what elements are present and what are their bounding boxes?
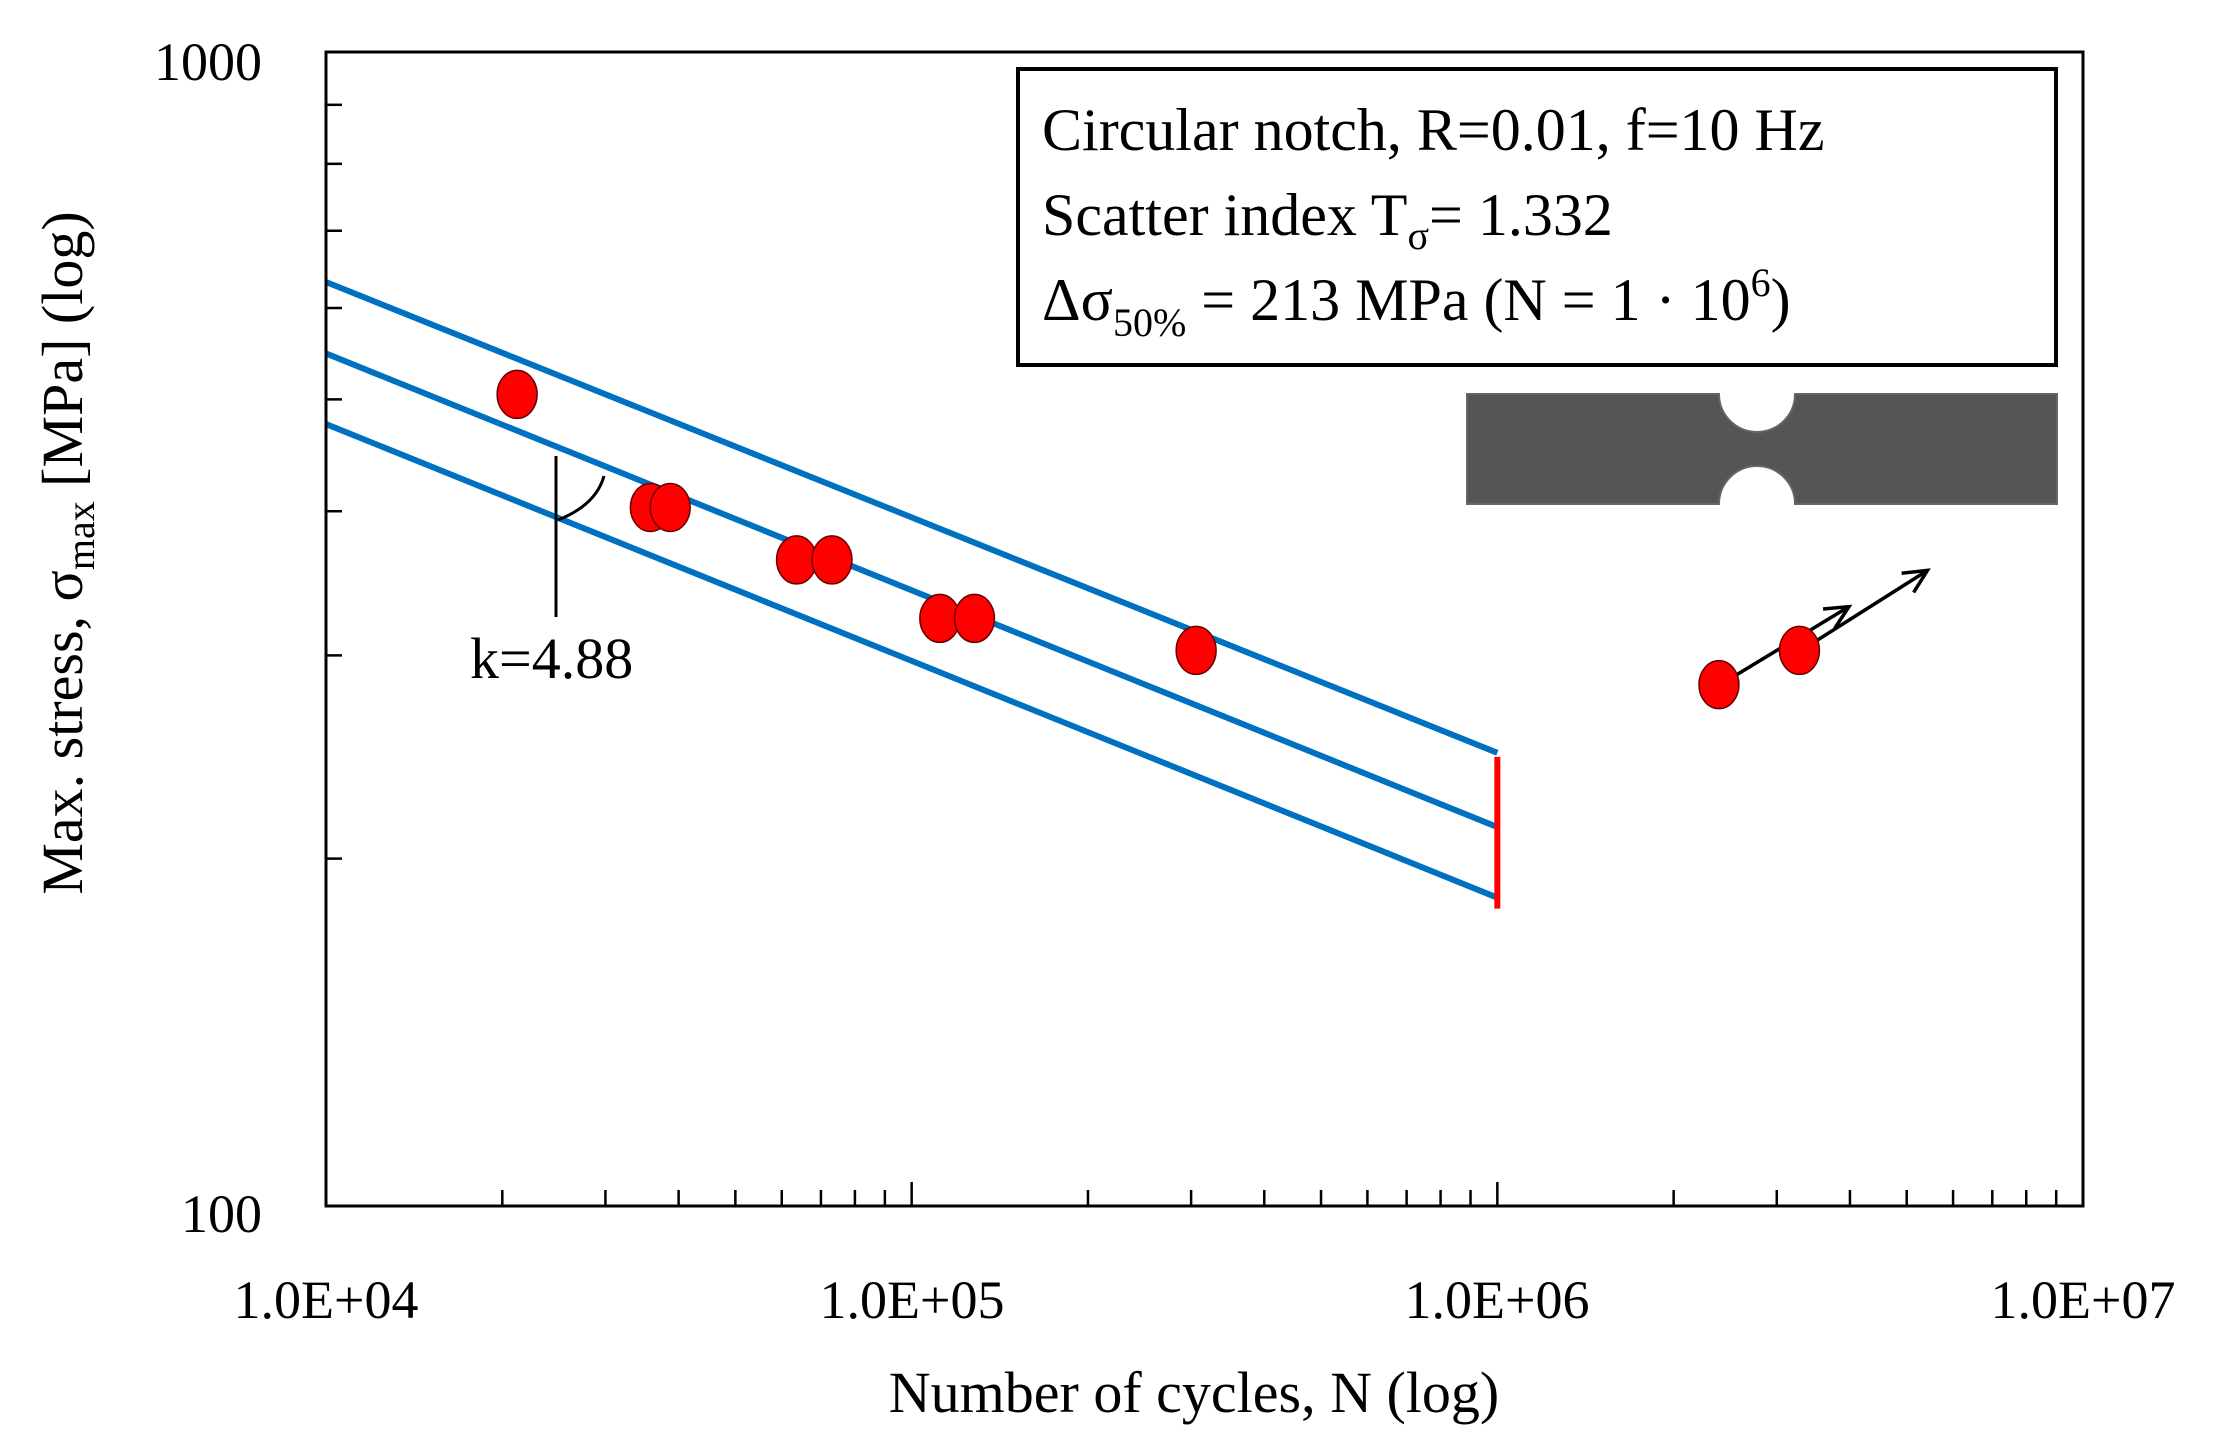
specimen-shape (1466, 393, 2058, 505)
specimen-image (1466, 393, 2058, 505)
info-line-3-sup: 6 (1751, 260, 1771, 305)
slope-angle-arc (557, 475, 606, 522)
data-point (649, 482, 691, 533)
50-curve-line (324, 350, 1499, 830)
data-point (811, 535, 853, 585)
data-point (775, 535, 818, 585)
plot-frame (324, 50, 2085, 1208)
x-tick-label-1e7: 1.0E+07 (1991, 1270, 2176, 1330)
axis-ticks (326, 103, 2085, 1206)
y-tick-label-1000: 1000 (154, 32, 262, 92)
info-line-2-sub: σ (1407, 213, 1429, 258)
y-tick-label-100: 100 (181, 1184, 262, 1244)
data-point (1175, 625, 1217, 676)
curves (324, 279, 1501, 909)
y-axis-title-sub: max (58, 501, 103, 570)
data-points (496, 369, 1931, 710)
x-axis-title: Number of cycles, N (log) (889, 1360, 1499, 1425)
info-line-3: Δσ50% = 213 MPa (N = 1 · 106) (1042, 260, 1791, 345)
runout-arrow-head (1822, 604, 1853, 630)
runout-point (1698, 659, 1740, 710)
info-box-frame (1016, 67, 2058, 367)
x-tick-label-1e4: 1.0E+04 (234, 1270, 419, 1330)
y-axis-title: Max. stress, σmax [MPa] (log) (30, 211, 103, 894)
runout-arrow-line (1806, 568, 1929, 648)
info-line-3-main: Δσ (1042, 267, 1113, 333)
info-line-3-mid: = 213 MPa (N = 1 · 10 (1186, 267, 1750, 333)
info-box: Circular notch, R=0.01, f=10 Hz Scatter … (1016, 67, 2058, 367)
lower-scatter-band-line (324, 421, 1499, 901)
slope-label: k=4.88 (470, 626, 633, 691)
info-line-2-main: Scatter index T (1042, 182, 1407, 248)
y-axis-title-main: Max. stress, σ (30, 570, 95, 894)
y-axis-title-tail: [MPa] (log) (30, 211, 95, 501)
runout-arrow-head (1901, 568, 1931, 594)
upper-scatter-band-line (324, 279, 1499, 756)
data-point (496, 369, 538, 420)
data-point (953, 593, 996, 644)
info-line-2: Scatter index Tσ= 1.332 (1042, 182, 1613, 258)
slope-annotation: k=4.88 (470, 456, 633, 691)
info-line-1: Circular notch, R=0.01, f=10 Hz (1042, 97, 1825, 163)
info-line-2-tail: = 1.332 (1429, 182, 1613, 248)
runout-point (1778, 625, 1821, 676)
info-line-3-sub: 50% (1113, 300, 1186, 345)
x-tick-label-1e6: 1.0E+06 (1405, 1270, 1590, 1330)
info-line-3-tail: ) (1771, 267, 1791, 333)
x-tick-label-1e5: 1.0E+05 (820, 1270, 1005, 1330)
